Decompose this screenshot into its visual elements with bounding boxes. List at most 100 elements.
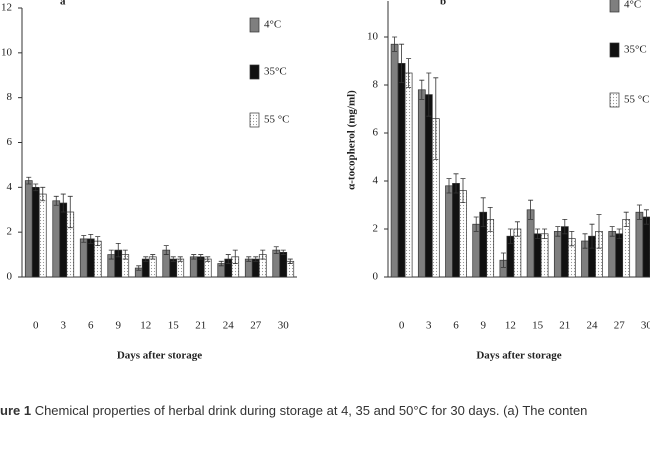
bar xyxy=(472,223,481,278)
error-bar xyxy=(643,209,649,225)
error-bar xyxy=(562,219,568,235)
caption: ure 1 Chemical properties of herbal drin… xyxy=(0,403,587,418)
y-tick-label: 4 xyxy=(373,175,379,187)
x-axis-label: Days after storage xyxy=(117,350,202,362)
bar xyxy=(404,72,413,278)
bar xyxy=(553,231,562,278)
y-tick-label: 6 xyxy=(7,136,13,148)
y-axis-label: α-tocopherol (mg/ml) xyxy=(346,90,358,190)
y-tick-label: 4 xyxy=(7,181,13,193)
x-tick-label: 21 xyxy=(559,320,570,332)
panel-label: b xyxy=(440,0,446,8)
x-tick-label: 15 xyxy=(532,320,544,332)
x-tick-label: 0 xyxy=(33,320,39,332)
bar xyxy=(79,238,88,278)
y-tick-label: 8 xyxy=(373,79,379,91)
legend-label: 35°C xyxy=(264,66,287,78)
legend-label: 55 °C xyxy=(624,94,650,106)
x-tick-label: 30 xyxy=(641,320,650,332)
error-bar xyxy=(60,193,66,213)
bar xyxy=(272,249,281,278)
error-bar xyxy=(500,252,506,268)
bar xyxy=(452,183,460,278)
legend-swatch xyxy=(609,0,620,13)
bar xyxy=(93,240,102,278)
bar xyxy=(459,190,467,278)
bar xyxy=(608,231,617,278)
error-bar xyxy=(33,183,39,192)
legend-label: 4°C xyxy=(624,0,641,11)
error-bar xyxy=(81,235,87,243)
y-tick-label: 2 xyxy=(373,223,379,235)
error-bar xyxy=(253,256,259,262)
error-bar xyxy=(453,173,459,194)
bar xyxy=(86,238,95,278)
bar xyxy=(38,193,47,278)
error-bar xyxy=(225,254,231,264)
error-bar xyxy=(273,246,279,254)
error-bar xyxy=(473,216,479,232)
error-bar xyxy=(53,195,59,206)
x-tick-label: 15 xyxy=(168,320,180,332)
error-bar xyxy=(589,223,595,249)
legend-swatch xyxy=(609,92,620,108)
x-tick-label: 6 xyxy=(88,320,94,332)
bar xyxy=(390,43,399,278)
y-tick-label: 2 xyxy=(7,226,13,238)
error-bar xyxy=(514,221,520,237)
x-tick-label: 24 xyxy=(587,320,599,332)
error-bar xyxy=(426,72,432,117)
bar xyxy=(169,258,178,278)
caption-text: Chemical properties of herbal drink duri… xyxy=(31,403,587,418)
x-tick-label: 9 xyxy=(116,320,122,332)
bar xyxy=(622,219,631,278)
error-bar xyxy=(569,231,575,247)
error-bar xyxy=(555,226,561,237)
x-tick-label: 30 xyxy=(278,320,290,332)
x-tick-label: 0 xyxy=(399,320,405,332)
x-tick-label: 21 xyxy=(195,320,206,332)
bar xyxy=(397,63,406,278)
error-bar xyxy=(528,199,534,220)
legend-label: 4°C xyxy=(264,19,281,31)
x-tick-label: 12 xyxy=(505,320,516,332)
error-bar xyxy=(623,211,629,227)
error-bar xyxy=(280,249,286,255)
error-bar xyxy=(542,228,548,239)
error-bar xyxy=(287,258,293,264)
y-tick-label: 8 xyxy=(7,91,13,103)
error-bar xyxy=(507,228,513,244)
bar xyxy=(24,180,33,278)
error-bar xyxy=(108,249,114,260)
legend-swatch xyxy=(609,42,620,58)
error-bar xyxy=(150,254,156,260)
error-bar xyxy=(582,233,588,249)
bar xyxy=(635,211,644,278)
legend-swatch xyxy=(249,17,260,33)
error-bar xyxy=(143,256,149,262)
error-bar xyxy=(191,254,197,260)
error-bar xyxy=(122,249,128,260)
error-bar xyxy=(596,214,602,249)
error-bar xyxy=(433,77,439,160)
error-bar xyxy=(136,265,142,271)
legend-label: 55 °C xyxy=(264,114,290,126)
bar xyxy=(526,209,535,278)
bar xyxy=(52,200,61,278)
error-bar xyxy=(535,228,541,239)
y-tick-label: 12 xyxy=(1,2,12,14)
x-tick-label: 3 xyxy=(61,320,67,332)
error-bar xyxy=(88,234,94,244)
bar xyxy=(196,256,205,278)
bar xyxy=(540,233,549,278)
x-tick-label: 27 xyxy=(250,320,262,332)
error-bar xyxy=(246,256,252,262)
bar xyxy=(141,258,150,278)
bar xyxy=(279,251,288,278)
error-bar xyxy=(115,242,121,258)
error-bar xyxy=(170,256,176,262)
bar xyxy=(31,186,40,278)
x-axis-label: Days after storage xyxy=(476,350,561,362)
error-bar xyxy=(609,226,615,237)
